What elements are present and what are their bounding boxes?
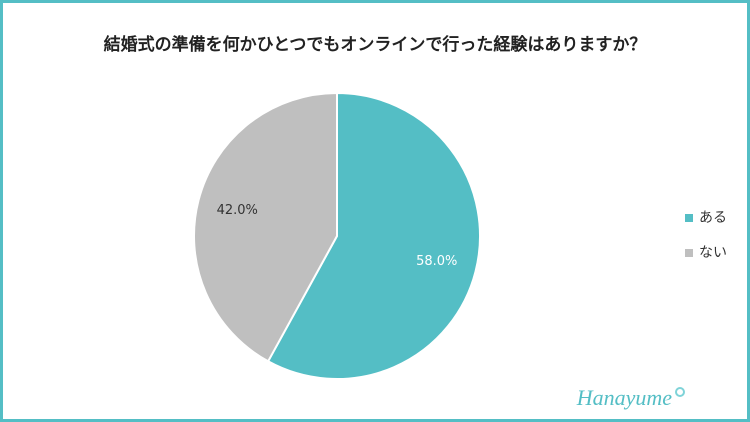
legend-swatch	[685, 214, 693, 222]
legend-swatch	[685, 249, 693, 257]
pie-slice	[266, 91, 481, 380]
legend-label: ない	[699, 245, 727, 261]
pie-slice	[193, 91, 338, 363]
logo: Hanayume	[576, 385, 673, 410]
chart-title: 結婚式の準備を何かひとつでもオンラインで行った経験はありますか？	[104, 34, 647, 55]
chart: 結婚式の準備を何かひとつでもオンラインで行った経験はありますか？ Hanayum…	[104, 34, 727, 410]
data-label: 42.0%	[217, 203, 258, 218]
data-label: 58.0%	[416, 254, 457, 269]
legend-label: ある	[699, 210, 727, 226]
logo-flower	[675, 387, 685, 397]
